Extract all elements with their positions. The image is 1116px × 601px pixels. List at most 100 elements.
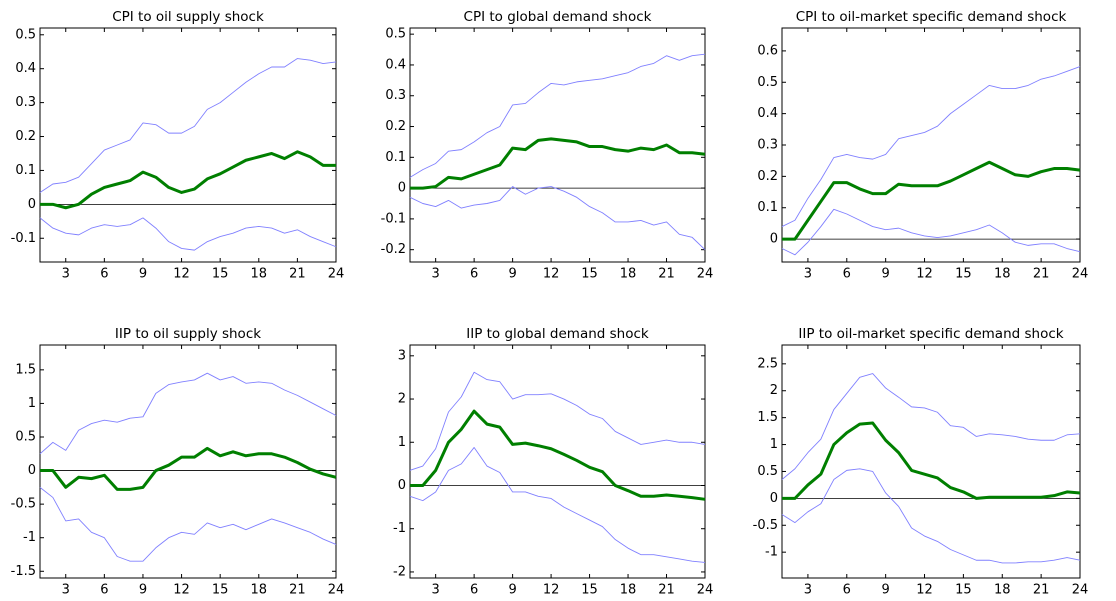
y-tick-label: 1.5 <box>15 362 36 377</box>
x-tick-label: 9 <box>508 583 516 598</box>
y-tick-label: 0.5 <box>15 27 36 42</box>
band-line <box>39 372 337 455</box>
plot-frame <box>409 27 706 263</box>
y-tick-label: 0.3 <box>385 88 406 103</box>
y-tick-label: 0.4 <box>385 57 406 72</box>
y-tick-label: -0.2 <box>381 242 406 257</box>
median-line <box>40 150 336 210</box>
chart-title: IIP to oil-market specific demand shock <box>798 326 1063 342</box>
y-tick-label: -1.5 <box>11 564 36 579</box>
y-tick-label: 0.1 <box>385 150 406 165</box>
x-tick-label: 3 <box>432 267 440 282</box>
y-tick-label: 2 <box>398 392 406 407</box>
x-tick-label: 21 <box>289 267 306 282</box>
subplot: IIP to oil-market specific demand shock -… <box>753 326 1089 598</box>
x-tick-label: 21 <box>658 267 675 282</box>
plot-frame <box>781 27 1081 263</box>
x-tick-label: 3 <box>62 583 70 598</box>
subplot: IIP to oil supply shock -1.5 -1 -0.5 0 0.5 1 1.… <box>11 326 345 598</box>
x-tick-label: 15 <box>581 267 598 282</box>
band-line <box>409 447 706 563</box>
chart-title: IIP to global demand shock <box>466 326 649 342</box>
plot-frame <box>409 344 706 579</box>
y-tick-label: -1 <box>23 530 36 545</box>
subplot: CPI to oil supply shock -0.1 0 0.1 0.2 0.3 0.4… <box>11 9 345 282</box>
median-line <box>410 137 706 190</box>
x-tick-label: 21 <box>1033 267 1050 282</box>
x-tick-label: 21 <box>289 583 306 598</box>
median-line <box>40 446 337 491</box>
chart-title: CPI to oil supply shock <box>112 9 264 25</box>
median-line <box>782 160 1081 241</box>
y-tick-label: -0.1 <box>11 231 36 246</box>
band-line <box>39 58 337 193</box>
x-tick-label: 6 <box>100 267 108 282</box>
x-tick-label: 21 <box>1033 583 1050 598</box>
subplot: CPI to global demand shock -0.2 -0.1 0 0.1 0.… <box>381 9 714 282</box>
y-tick-label: 0.1 <box>15 163 36 178</box>
x-tick-label: 24 <box>697 583 714 598</box>
y-tick-label: 0.5 <box>757 75 778 90</box>
x-tick-label: 6 <box>843 267 851 282</box>
x-tick-label: 18 <box>251 583 268 598</box>
y-tick-label: 0.3 <box>15 95 36 110</box>
x-tick-label: 18 <box>620 267 637 282</box>
plot-frame <box>39 27 337 263</box>
y-tick-label: -1 <box>393 521 406 536</box>
x-tick-label: 18 <box>994 583 1011 598</box>
y-tick-label: -0.1 <box>381 211 406 226</box>
y-tick-label: 0.1 <box>757 200 778 215</box>
x-tick-label: 12 <box>173 583 190 598</box>
x-tick-label: 24 <box>328 267 345 282</box>
band-line <box>781 373 1081 480</box>
y-tick-label: 2 <box>770 383 778 398</box>
x-tick-label: 24 <box>1072 583 1089 598</box>
x-tick-label: 15 <box>581 583 598 598</box>
band-line <box>409 371 706 471</box>
y-tick-label: -0.5 <box>753 518 778 533</box>
y-tick-label: 0.5 <box>757 464 778 479</box>
x-tick-label: 3 <box>804 583 812 598</box>
y-tick-label: 1 <box>770 437 778 452</box>
x-tick-label: 9 <box>139 583 147 598</box>
x-tick-label: 12 <box>543 267 560 282</box>
y-tick-label: 2.5 <box>757 356 778 371</box>
subplot: CPI to oil-market specific demand shock 0… <box>757 9 1088 282</box>
x-tick-label: 3 <box>432 583 440 598</box>
y-tick-label: 3 <box>398 348 406 363</box>
x-tick-label: 9 <box>139 267 147 282</box>
y-tick-label: 0 <box>398 478 406 493</box>
x-tick-label: 3 <box>804 267 812 282</box>
y-tick-label: 0 <box>770 491 778 506</box>
band-line <box>39 217 337 251</box>
y-tick-label: -1 <box>765 545 778 560</box>
x-tick-label: 18 <box>620 583 637 598</box>
chart-title: CPI to oil-market specific demand shock <box>796 9 1067 25</box>
x-tick-label: 9 <box>882 267 890 282</box>
band-line <box>409 186 706 251</box>
y-tick-label: 0.5 <box>15 429 36 444</box>
band-line <box>781 468 1081 564</box>
y-tick-label: 0.5 <box>385 27 406 42</box>
x-tick-label: 24 <box>1072 267 1089 282</box>
y-tick-label: -0.5 <box>11 497 36 512</box>
y-tick-label: 0.2 <box>385 119 406 134</box>
y-tick-label: 1 <box>28 396 36 411</box>
y-tick-label: 1.5 <box>757 410 778 425</box>
y-tick-label: 0 <box>770 232 778 247</box>
y-tick-label: 0.4 <box>757 106 778 121</box>
y-tick-label: 0.6 <box>757 43 778 58</box>
x-tick-label: 18 <box>994 267 1011 282</box>
y-tick-label: 0 <box>28 463 36 478</box>
x-tick-label: 12 <box>173 267 190 282</box>
chart-title: CPI to global demand shock <box>464 9 652 25</box>
y-tick-label: 0.4 <box>15 61 36 76</box>
y-tick-label: 0.2 <box>757 169 778 184</box>
x-tick-label: 15 <box>212 583 229 598</box>
x-tick-label: 6 <box>470 583 478 598</box>
x-tick-label: 9 <box>508 267 516 282</box>
x-tick-label: 12 <box>916 267 933 282</box>
x-tick-label: 9 <box>882 583 890 598</box>
